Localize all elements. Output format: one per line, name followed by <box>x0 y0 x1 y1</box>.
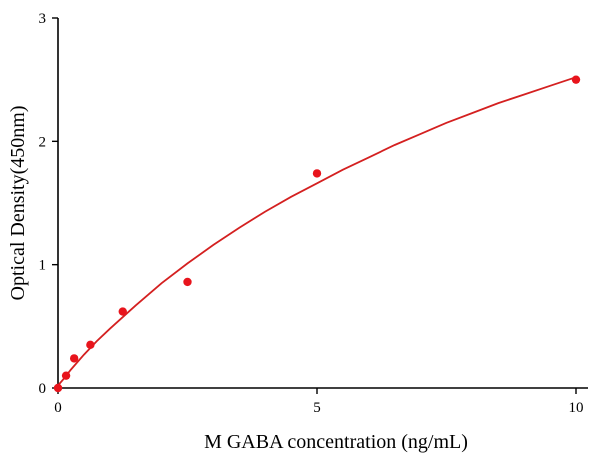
x-tick-label: 5 <box>313 400 321 416</box>
x-tick-label: 10 <box>569 400 584 416</box>
y-tick-label: 3 <box>39 11 47 27</box>
y-tick-label: 1 <box>39 258 47 274</box>
x-tick-label: 0 <box>54 400 62 416</box>
data-point <box>183 277 192 287</box>
axes <box>57 18 588 389</box>
data-point <box>86 340 95 350</box>
ticks: 0 5 10 0 1 2 3 <box>39 11 584 416</box>
y-axis-title: Optical Density(450nm) <box>7 106 29 301</box>
data-point <box>69 354 79 363</box>
fit-curve-group <box>57 76 577 387</box>
data-points <box>53 75 581 393</box>
y-tick-label: 0 <box>39 381 47 397</box>
fit-curve <box>57 76 577 387</box>
x-axis-title: M GABA concentration (ng/mL) <box>204 431 468 453</box>
data-point <box>571 75 581 84</box>
data-point <box>61 371 71 380</box>
data-point <box>312 169 322 178</box>
data-point <box>118 307 127 316</box>
y-tick-label: 2 <box>39 134 47 150</box>
data-point <box>53 383 63 393</box>
